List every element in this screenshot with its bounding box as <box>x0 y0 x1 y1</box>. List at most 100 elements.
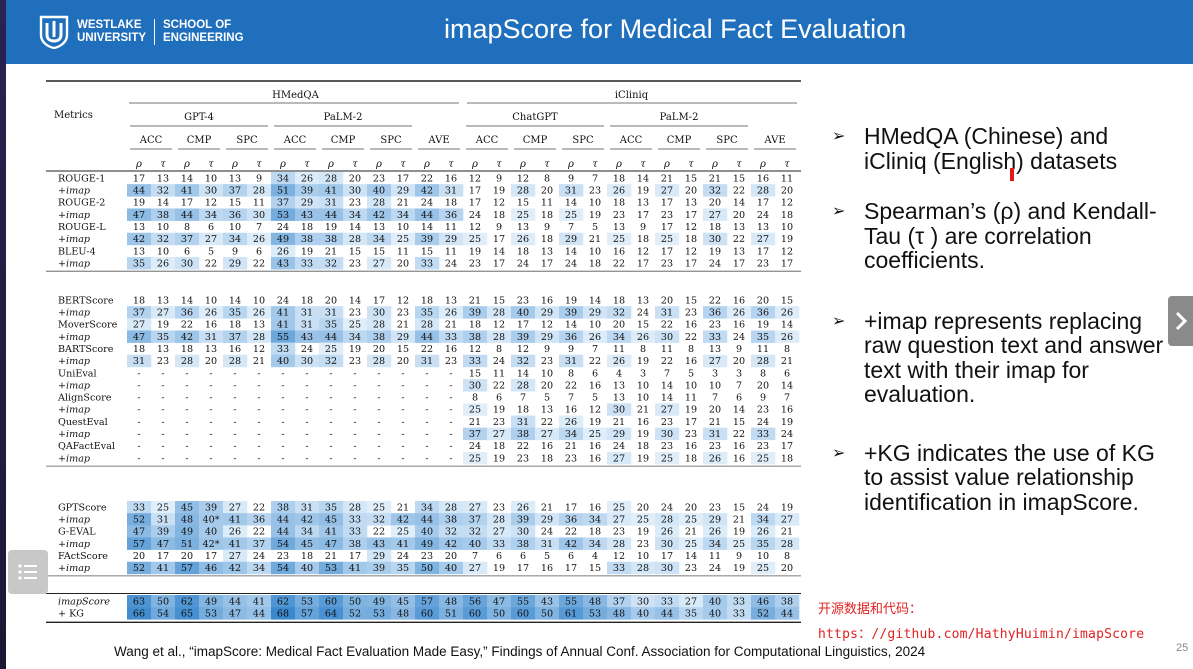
heat-cell <box>775 595 800 608</box>
table-cell: - <box>329 368 332 379</box>
heat-cell <box>607 595 632 608</box>
table-cell: 53 <box>205 609 217 620</box>
heat-cell <box>511 330 536 343</box>
table-cell: 16 <box>757 173 769 184</box>
heat-cell <box>679 513 704 526</box>
table-cell: 38 <box>445 515 457 526</box>
sub-column-header: CMP <box>523 135 548 146</box>
table-cell: 5 <box>544 551 550 562</box>
heat-cell <box>655 306 680 319</box>
table-cell: 9 <box>496 222 502 233</box>
table-cell: - <box>257 417 260 428</box>
metric-name: ROUGE-1 <box>58 173 105 184</box>
heat-cell <box>559 354 584 368</box>
slide-menu-button[interactable] <box>8 550 48 594</box>
table-cell: 16 <box>541 441 553 452</box>
table-cell: 17 <box>661 198 673 209</box>
table-cell: 18 <box>613 198 625 209</box>
heat-cell <box>751 607 776 620</box>
table-cell: 33 <box>421 258 433 269</box>
table-cell: 52 <box>133 515 145 526</box>
table-cell: - <box>161 380 164 391</box>
page-number: 25 <box>1176 642 1189 654</box>
table-cell: 31 <box>421 356 433 367</box>
table-cell: - <box>281 441 284 452</box>
heat-cell <box>295 318 320 331</box>
table-cell: 18 <box>589 527 601 538</box>
heat-cell <box>463 427 488 441</box>
heat-cell <box>127 501 152 514</box>
table-cell: 17 <box>541 258 553 269</box>
heat-cell <box>367 330 392 343</box>
table-cell: 16 <box>733 320 745 331</box>
table-cell: 24 <box>757 502 769 513</box>
heat-cell <box>319 501 344 514</box>
heat-cell <box>343 537 368 550</box>
table-cell: 35 <box>757 539 769 550</box>
table-cell: 28 <box>349 234 361 245</box>
table-cell: 40 <box>517 308 529 319</box>
table-cell: 10 <box>541 368 553 379</box>
table-cell: - <box>377 453 380 464</box>
table-cell: - <box>281 393 284 404</box>
table-cell: 22 <box>685 332 697 343</box>
heat-cell <box>127 354 152 368</box>
table-cell: 17 <box>133 173 145 184</box>
table-cell: 7 <box>472 551 478 562</box>
table-cell: 21 <box>709 173 721 184</box>
heat-cell <box>295 354 320 368</box>
table-cell: 32 <box>157 186 169 197</box>
table-cell: 30 <box>517 527 529 538</box>
table-cell: 18 <box>493 441 505 452</box>
metrics-header: Metrics <box>54 110 93 121</box>
table-cell: 9 <box>640 222 646 233</box>
metric-name: MoverScore <box>58 320 118 331</box>
code-repository-link[interactable]: https：//github.com/HathyHuimin/imapScore <box>818 627 1145 642</box>
table-cell: 41 <box>229 515 241 526</box>
table-cell: - <box>449 393 452 404</box>
table-cell: 21 <box>469 417 481 428</box>
heat-cell <box>607 427 632 441</box>
table-cell: 42 <box>445 539 457 550</box>
coefficient-symbol: τ <box>640 159 646 170</box>
table-cell: 19 <box>781 234 793 245</box>
table-cell: 13 <box>733 222 745 233</box>
table-cell: - <box>209 380 212 391</box>
arrow-bullet-icon: ➢ <box>832 203 846 220</box>
coefficient-symbol: ρ <box>567 159 574 170</box>
table-cell: 25 <box>349 320 361 331</box>
table-cell: 35 <box>325 502 337 513</box>
table-cell: - <box>377 380 380 391</box>
heat-cell <box>127 184 152 197</box>
table-cell: 47 <box>133 332 145 343</box>
table-cell: 11 <box>541 198 553 209</box>
table-cell: 13 <box>541 405 553 416</box>
table-cell: 15 <box>517 198 529 209</box>
table-cell: 22 <box>709 295 721 306</box>
table-cell: 20 <box>733 210 745 221</box>
heat-cell <box>319 342 344 356</box>
heat-cell <box>439 607 464 620</box>
metric-name: BERTScore <box>58 295 114 306</box>
table-cell: 13 <box>133 222 145 233</box>
heat-cell <box>751 561 776 575</box>
heat-cell <box>559 232 584 246</box>
metric-name: UniEval <box>58 368 97 379</box>
next-slide-button[interactable] <box>1168 296 1193 346</box>
table-cell: 23 <box>709 441 721 452</box>
table-cell: 31 <box>517 417 529 428</box>
table-cell: 13 <box>685 198 697 209</box>
table-cell: 54 <box>277 563 289 574</box>
table-cell: 21 <box>325 246 337 257</box>
heat-cell <box>271 244 296 258</box>
table-cell: 5 <box>208 246 214 257</box>
table-cell: 19 <box>133 198 145 209</box>
table-cell: 15 <box>397 344 409 355</box>
bullet-item: ➢ Spearman’s (ρ) and Kendall-Tau (τ ) ar… <box>828 199 1168 273</box>
table-cell: 20 <box>709 198 721 209</box>
table-cell: 14 <box>565 320 577 331</box>
heat-cell <box>127 595 152 608</box>
table-cell: 20 <box>397 356 409 367</box>
heat-cell <box>415 354 440 368</box>
heat-cell <box>607 184 632 197</box>
